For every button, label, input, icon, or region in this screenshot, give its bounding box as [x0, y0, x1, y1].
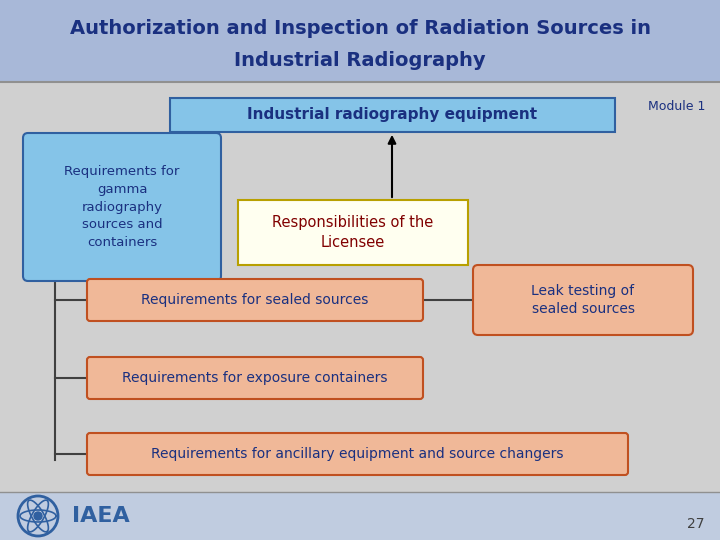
Text: Industrial radiography equipment: Industrial radiography equipment [248, 107, 538, 123]
Circle shape [34, 512, 42, 520]
FancyBboxPatch shape [238, 200, 468, 265]
Text: Requirements for
gamma
radiography
sources and
containers: Requirements for gamma radiography sourc… [64, 165, 180, 249]
FancyBboxPatch shape [23, 133, 221, 281]
Text: Module 1: Module 1 [647, 100, 705, 113]
FancyBboxPatch shape [0, 492, 720, 540]
Text: Industrial Radiography: Industrial Radiography [234, 51, 486, 70]
Text: Responsibilities of the
Licensee: Responsibilities of the Licensee [272, 215, 433, 250]
FancyBboxPatch shape [0, 0, 720, 82]
FancyBboxPatch shape [170, 98, 615, 132]
Text: Requirements for ancillary equipment and source changers: Requirements for ancillary equipment and… [151, 447, 564, 461]
FancyBboxPatch shape [87, 357, 423, 399]
Text: Requirements for sealed sources: Requirements for sealed sources [141, 293, 369, 307]
Text: Requirements for exposure containers: Requirements for exposure containers [122, 371, 388, 385]
FancyBboxPatch shape [87, 433, 628, 475]
Text: IAEA: IAEA [72, 506, 130, 526]
FancyBboxPatch shape [87, 279, 423, 321]
Text: 27: 27 [688, 517, 705, 531]
Text: Authorization and Inspection of Radiation Sources in: Authorization and Inspection of Radiatio… [70, 18, 650, 37]
Text: Leak testing of
sealed sources: Leak testing of sealed sources [531, 284, 634, 316]
FancyBboxPatch shape [473, 265, 693, 335]
FancyBboxPatch shape [0, 82, 720, 540]
